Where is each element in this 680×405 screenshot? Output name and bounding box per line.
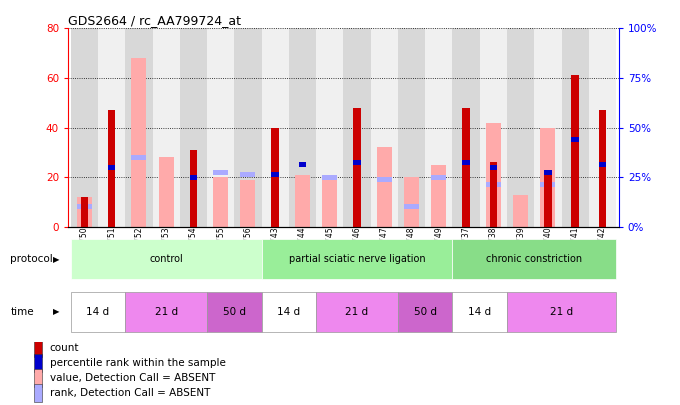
Text: control: control bbox=[150, 254, 183, 264]
Bar bbox=[431, 175, 446, 180]
Bar bbox=[544, 170, 551, 175]
Bar bbox=[507, 292, 616, 332]
Text: percentile rank within the sample: percentile rank within the sample bbox=[50, 358, 226, 368]
Bar bbox=[322, 175, 337, 180]
Bar bbox=[562, 28, 589, 227]
Text: time: time bbox=[10, 307, 34, 317]
Bar bbox=[404, 205, 419, 209]
Bar bbox=[295, 175, 310, 227]
Bar bbox=[452, 28, 479, 227]
Bar bbox=[541, 182, 556, 187]
Bar bbox=[235, 28, 262, 227]
Text: 50 d: 50 d bbox=[413, 307, 437, 317]
Bar bbox=[490, 165, 497, 170]
Bar bbox=[71, 292, 125, 332]
Bar bbox=[271, 128, 279, 227]
Text: count: count bbox=[50, 343, 79, 353]
Bar bbox=[513, 194, 528, 227]
Bar bbox=[377, 147, 392, 227]
Text: 21 d: 21 d bbox=[550, 307, 573, 317]
Bar bbox=[207, 28, 235, 227]
Text: ▶: ▶ bbox=[52, 307, 59, 316]
Bar bbox=[452, 239, 616, 279]
Bar bbox=[262, 28, 289, 227]
Bar bbox=[462, 160, 470, 165]
Text: 21 d: 21 d bbox=[154, 307, 177, 317]
Bar bbox=[431, 165, 446, 227]
Bar bbox=[108, 110, 116, 227]
Text: rank, Detection Call = ABSENT: rank, Detection Call = ABSENT bbox=[50, 388, 210, 398]
Bar bbox=[598, 162, 607, 167]
Bar bbox=[479, 28, 507, 227]
Bar bbox=[343, 28, 371, 227]
Bar bbox=[241, 180, 256, 227]
Bar bbox=[207, 292, 262, 332]
Bar bbox=[108, 165, 116, 170]
Bar bbox=[125, 28, 152, 227]
Bar bbox=[486, 123, 501, 227]
Bar bbox=[316, 292, 398, 332]
Bar bbox=[80, 197, 88, 227]
Text: partial sciatic nerve ligation: partial sciatic nerve ligation bbox=[289, 254, 426, 264]
Bar bbox=[71, 239, 262, 279]
Bar bbox=[33, 384, 41, 402]
Bar bbox=[71, 28, 98, 227]
Text: ▶: ▶ bbox=[52, 255, 59, 264]
Text: protocol: protocol bbox=[10, 254, 53, 264]
Bar bbox=[322, 175, 337, 227]
Bar bbox=[541, 128, 556, 227]
Bar bbox=[131, 155, 146, 160]
Bar bbox=[534, 28, 562, 227]
Bar bbox=[544, 172, 551, 227]
Bar bbox=[190, 175, 197, 180]
Bar bbox=[404, 177, 419, 227]
Bar bbox=[262, 239, 452, 279]
Bar bbox=[77, 205, 92, 209]
Bar bbox=[33, 354, 41, 372]
Bar bbox=[180, 28, 207, 227]
Bar bbox=[571, 75, 579, 227]
Bar bbox=[316, 28, 343, 227]
Bar bbox=[486, 182, 501, 187]
Bar bbox=[425, 28, 452, 227]
Bar bbox=[33, 369, 41, 387]
Bar bbox=[125, 292, 207, 332]
Bar bbox=[190, 150, 197, 227]
Bar bbox=[377, 177, 392, 182]
Text: chronic constriction: chronic constriction bbox=[486, 254, 582, 264]
Bar bbox=[262, 292, 316, 332]
Bar bbox=[589, 28, 616, 227]
Bar bbox=[398, 292, 452, 332]
Bar bbox=[490, 162, 497, 227]
Text: GDS2664 / rc_AA799724_at: GDS2664 / rc_AA799724_at bbox=[68, 14, 241, 27]
Bar bbox=[33, 339, 41, 357]
Bar bbox=[152, 28, 180, 227]
Bar bbox=[77, 197, 92, 227]
Text: 14 d: 14 d bbox=[468, 307, 491, 317]
Bar bbox=[598, 110, 607, 227]
Bar bbox=[571, 138, 579, 143]
Bar bbox=[241, 172, 256, 177]
Bar bbox=[299, 162, 306, 167]
Bar bbox=[452, 292, 507, 332]
Bar bbox=[98, 28, 125, 227]
Text: 50 d: 50 d bbox=[223, 307, 246, 317]
Bar bbox=[214, 177, 228, 227]
Bar bbox=[353, 108, 361, 227]
Bar bbox=[271, 172, 279, 177]
Bar bbox=[507, 28, 534, 227]
Text: 21 d: 21 d bbox=[345, 307, 369, 317]
Text: 14 d: 14 d bbox=[86, 307, 109, 317]
Bar bbox=[158, 157, 173, 227]
Bar bbox=[214, 170, 228, 175]
Bar bbox=[462, 108, 470, 227]
Text: value, Detection Call = ABSENT: value, Detection Call = ABSENT bbox=[50, 373, 215, 383]
Bar bbox=[398, 28, 425, 227]
Bar bbox=[289, 28, 316, 227]
Text: 14 d: 14 d bbox=[277, 307, 301, 317]
Bar bbox=[353, 160, 361, 165]
Bar bbox=[131, 58, 146, 227]
Bar bbox=[371, 28, 398, 227]
